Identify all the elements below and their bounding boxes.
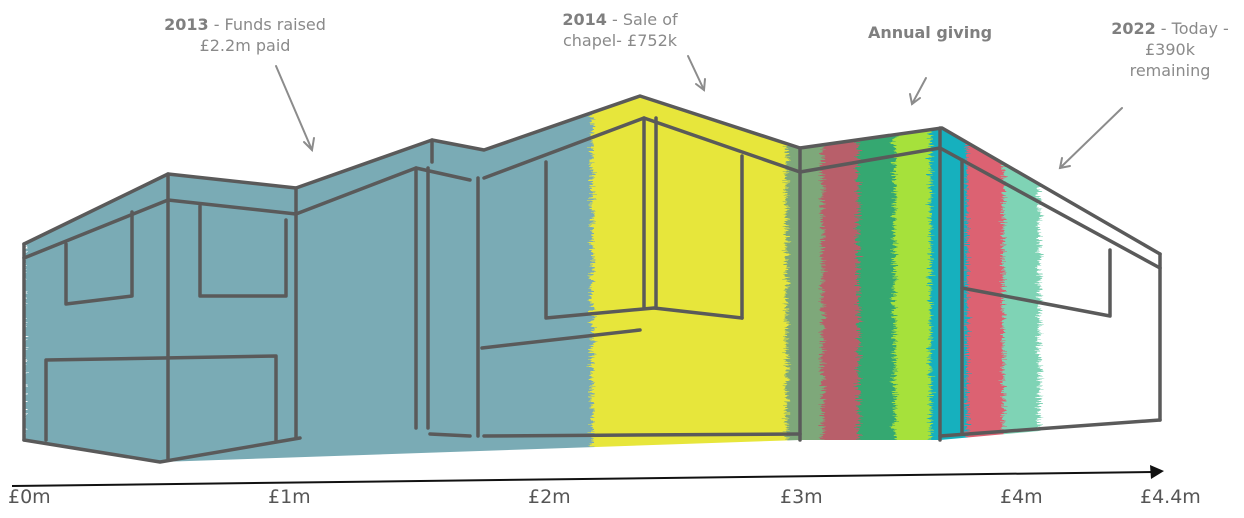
segment-bar xyxy=(966,96,1005,462)
segment-bar xyxy=(1003,96,1042,462)
annotation-2022: 2022 - Today - £390k remaining xyxy=(1111,19,1229,80)
x-axis xyxy=(11,465,1164,487)
tick-label: £3m xyxy=(780,486,823,508)
tick-label: £2m xyxy=(528,486,571,508)
tick-label: £1m xyxy=(268,486,311,508)
segment-bar xyxy=(822,96,861,462)
tick-label: £4m xyxy=(1000,486,1043,508)
annotation-arrows xyxy=(275,55,1123,170)
annotation-2014: 2014 - Sale of chapel- £752k xyxy=(562,10,678,50)
building-outline xyxy=(22,94,1162,464)
x-axis-line xyxy=(11,471,1155,487)
segment-bar xyxy=(786,96,825,462)
segment-bar xyxy=(592,96,789,462)
annotation-2013: 2013 - Funds raised £2.2m paid xyxy=(164,15,326,55)
annotation-annual-giving: Annual giving xyxy=(867,23,993,42)
tick-label: £4.4m xyxy=(1140,486,1201,508)
tick-label: £0m xyxy=(8,486,51,508)
x-axis-arrowhead xyxy=(1150,465,1164,479)
segment-bar xyxy=(894,96,933,462)
